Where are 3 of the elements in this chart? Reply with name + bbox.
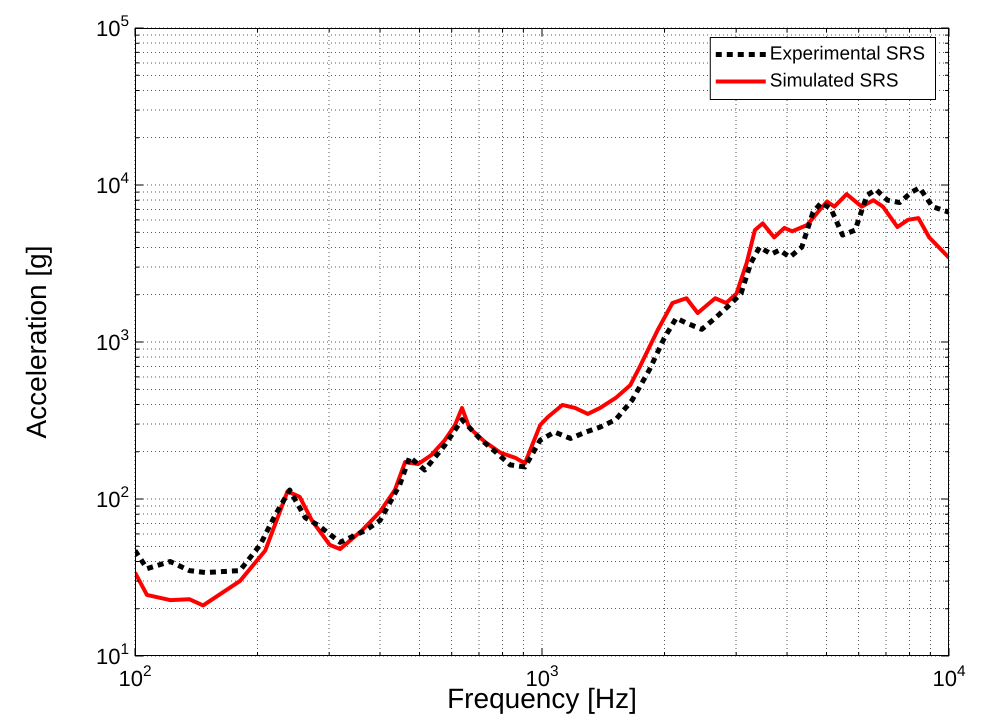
legend-label: Experimental SRS	[770, 44, 926, 65]
legend-label: Simulated SRS	[770, 70, 899, 92]
y-axis-title: Acceleration [g]	[21, 245, 52, 438]
